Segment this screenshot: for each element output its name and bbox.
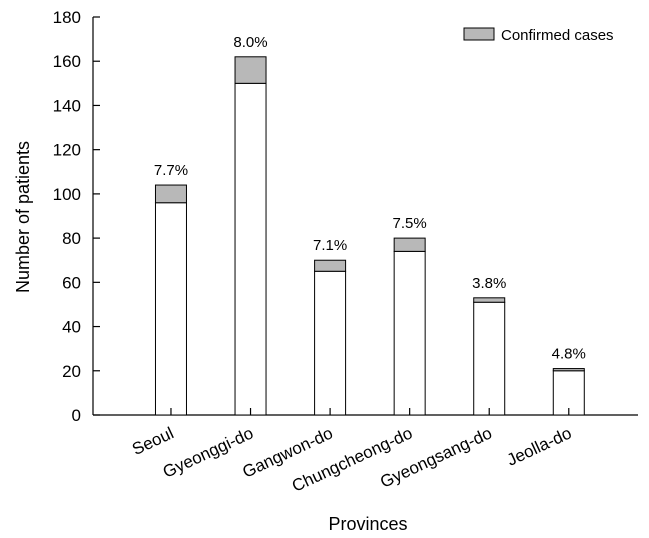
y-tick-label: 120 <box>53 141 81 160</box>
percentage-label: 4.8% <box>552 346 586 363</box>
legend: Confirmed cases <box>463 27 614 44</box>
y-tick-label: 180 <box>53 8 81 27</box>
y-axis-title: Number of patients <box>13 141 33 293</box>
bar-segment-confirmed <box>314 259 347 272</box>
bar-segment-confirmed <box>552 368 585 372</box>
y-tick-label: 80 <box>62 229 81 248</box>
percentage-label: 8.0% <box>233 34 267 51</box>
bar-segment-confirmed <box>473 297 506 303</box>
bar-segment-base <box>393 250 426 416</box>
x-tick-label: Gyeonggi-do <box>160 423 256 481</box>
y-tick-label: 40 <box>62 318 81 337</box>
bar-segment-confirmed <box>393 237 426 252</box>
y-tick-label: 100 <box>53 185 81 204</box>
x-tick-label: Jeolla-do <box>504 423 575 469</box>
percentage-label: 3.8% <box>472 275 506 292</box>
percentage-label: 7.7% <box>154 162 188 179</box>
bar-segment-base <box>314 270 347 416</box>
legend-label: Confirmed cases <box>501 27 614 44</box>
y-tick-label: 140 <box>53 96 81 115</box>
y-tick-label: 0 <box>72 406 81 425</box>
y-tick-label: 20 <box>62 362 81 381</box>
legend-swatch <box>463 27 495 41</box>
bar-segment-confirmed <box>234 56 267 84</box>
bar-segment-base <box>473 301 506 416</box>
bar-segment-confirmed <box>154 184 187 204</box>
percentage-label: 7.1% <box>313 237 347 254</box>
x-tick-label: Seoul <box>129 423 176 459</box>
bar-segment-base <box>154 202 187 416</box>
y-tick-label: 160 <box>53 52 81 71</box>
x-axis-title: Provinces <box>328 514 407 534</box>
percentage-label: 7.5% <box>393 215 427 232</box>
y-tick-label: 60 <box>62 273 81 292</box>
bar-segment-base <box>234 82 267 416</box>
plot-area: 0 20 40 60 80 100 120 140 160 180 7.7% Seoul 8.0% Gye… <box>53 8 638 496</box>
